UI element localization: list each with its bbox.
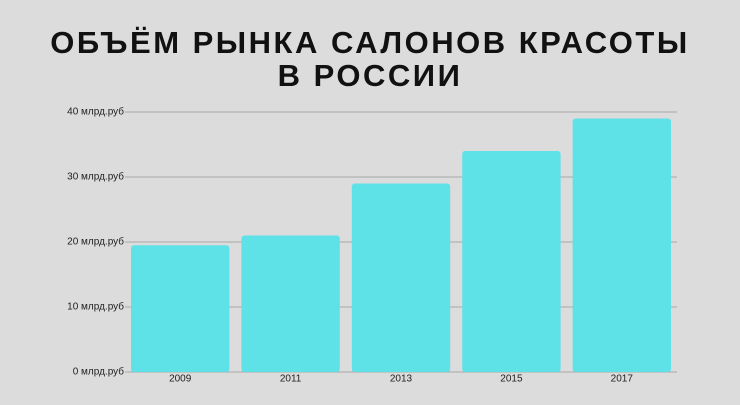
- y-tick-label: 0 млрд.руб: [73, 366, 125, 378]
- y-tick-label: 10 млрд.руб: [67, 301, 124, 313]
- x-tick-label: 2015: [500, 374, 523, 385]
- chart-title: В РОССИИ: [278, 58, 463, 93]
- bar: [241, 235, 340, 372]
- y-tick-label: 30 млрд.руб: [67, 171, 124, 183]
- y-tick-label: 40 млрд.руб: [67, 106, 124, 118]
- x-tick-label: 2013: [390, 374, 413, 385]
- x-tick-label: 2009: [169, 374, 192, 385]
- y-tick-label: 20 млрд.руб: [67, 236, 124, 248]
- bar: [462, 151, 561, 372]
- x-tick-label: 2017: [611, 374, 634, 385]
- chart-title: ОБЪЁМ РЫНКА САЛОНОВ КРАСОТЫ: [50, 25, 689, 60]
- bar: [572, 118, 671, 372]
- bar: [131, 245, 230, 372]
- bar: [351, 183, 451, 372]
- x-tick-label: 2011: [280, 374, 302, 385]
